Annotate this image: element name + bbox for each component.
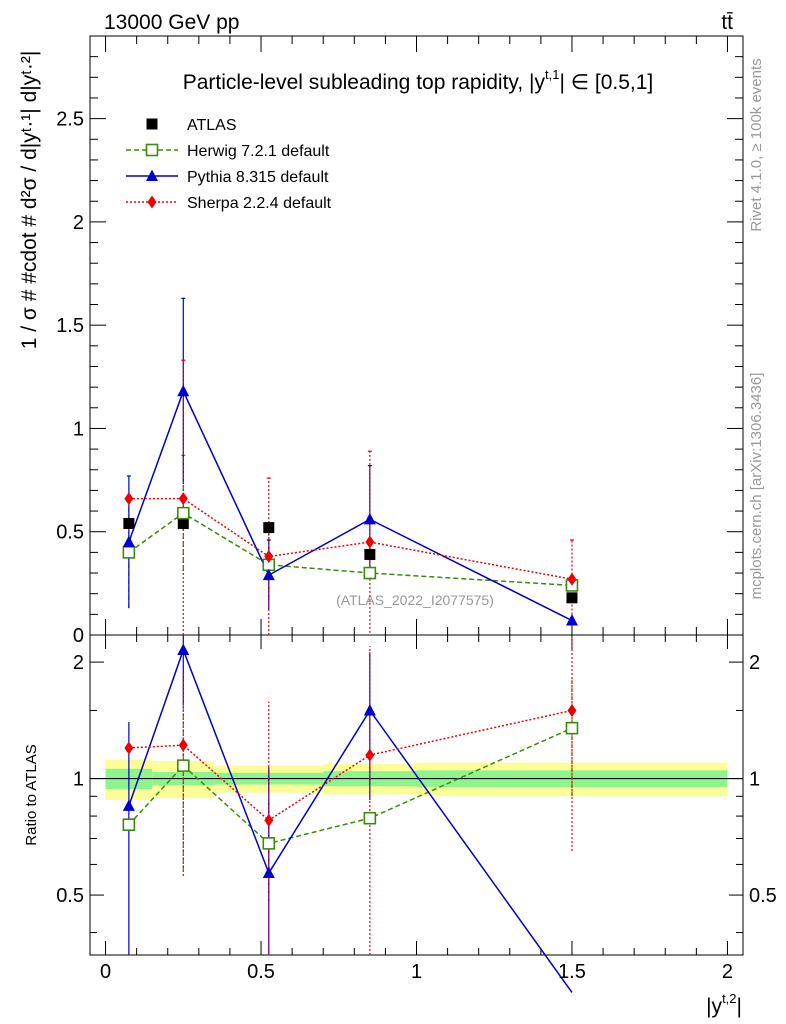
ratio-y-tick-label-right: 2 bbox=[749, 652, 760, 674]
rivet-label: Rivet 4.1.0, ≥ 100k events bbox=[748, 58, 765, 231]
atlas-data-point bbox=[364, 548, 376, 560]
y-tick-label: 0 bbox=[73, 625, 84, 647]
ratio-line-pythia bbox=[128, 647, 573, 993]
ratio-point-sherpa bbox=[178, 738, 188, 752]
legend-entry-herwig: Herwig 7.2.1 default bbox=[126, 143, 330, 160]
x-tick-label: 0.5 bbox=[247, 961, 275, 983]
y-tick-label: 1.5 bbox=[56, 315, 84, 337]
atlas-data-point bbox=[177, 517, 189, 529]
point-sherpa bbox=[365, 535, 375, 549]
main-line-herwig bbox=[128, 512, 573, 587]
ratio-point-herwig bbox=[122, 818, 136, 831]
ratio-y-tick-label: 2 bbox=[73, 652, 84, 674]
plot-title-tail: | ∈ [0.5,1] bbox=[559, 71, 653, 94]
series-sherpa bbox=[128, 359, 574, 955]
ratio-point-pythia bbox=[363, 703, 376, 716]
ratio-point-sherpa bbox=[124, 741, 134, 755]
x-tick-label: 2 bbox=[722, 961, 733, 983]
plot-title: Particle-level subleading top rapidity, … bbox=[183, 67, 654, 94]
atlas-data-point bbox=[566, 592, 578, 604]
legend-marker-atlas bbox=[146, 118, 158, 130]
point-pythia bbox=[363, 512, 376, 525]
point-sherpa bbox=[264, 550, 274, 564]
point-pythia bbox=[122, 535, 135, 548]
atlas-data-point bbox=[123, 517, 135, 529]
x-tick-label: 1.5 bbox=[558, 961, 586, 983]
legend-marker-sherpa bbox=[147, 195, 157, 209]
plot-title-main: Particle-level subleading top rapidity, … bbox=[183, 71, 546, 94]
x-tick-label: 0 bbox=[100, 961, 111, 983]
point-herwig bbox=[176, 506, 190, 520]
y-tick-label: 1 bbox=[73, 418, 84, 440]
ratio-point-pythia bbox=[122, 799, 135, 811]
ratio-y-tick-label-right: 1 bbox=[749, 769, 760, 791]
legend-marker-herwig bbox=[145, 143, 159, 157]
point-pythia bbox=[565, 614, 578, 626]
point-pythia bbox=[262, 568, 275, 581]
ratio-point-herwig bbox=[176, 759, 190, 772]
ratio-point-pythia bbox=[177, 643, 190, 655]
point-herwig bbox=[122, 546, 136, 559]
x-axis-title-main: |y bbox=[706, 995, 722, 1018]
legend: ATLAS Herwig 7.2.1 default Pythia 8.315 de… bbox=[126, 117, 332, 212]
point-sherpa bbox=[178, 492, 188, 506]
y-tick-label: 2 bbox=[73, 212, 84, 234]
main-line-sherpa bbox=[128, 497, 573, 580]
ratio-point-sherpa bbox=[567, 703, 577, 717]
ratio-point-herwig bbox=[363, 811, 377, 825]
legend-entry-pythia: Pythia 8.315 default bbox=[126, 169, 329, 186]
atlas-data-point bbox=[263, 522, 275, 534]
markers-sherpa bbox=[124, 492, 577, 827]
x-axis-title-sup: t,2 bbox=[722, 991, 736, 1006]
ratio-y-tick-label-right: 0.5 bbox=[749, 885, 777, 907]
ratio-point-pythia bbox=[262, 866, 275, 879]
ratio-y-tick-label: 0.5 bbox=[56, 885, 84, 907]
x-tick-label: 1 bbox=[411, 961, 422, 983]
main-ylabel: 1 / σ # #cdot # d²σ / d|yᵗ·¹| d|yᵗ·²| bbox=[18, 51, 41, 350]
plot-title-sup: t,1 bbox=[545, 67, 559, 82]
ratio-ylabel: Ratio to ATLAS bbox=[23, 744, 40, 845]
y-tick-label: 0.5 bbox=[56, 522, 84, 544]
ratio-y-tick-label: 1 bbox=[73, 769, 84, 791]
legend-entry-sherpa: Sherpa 2.2.4 default bbox=[126, 195, 332, 212]
legend-label-atlas: ATLAS bbox=[187, 117, 237, 134]
markers-pythia bbox=[122, 384, 578, 879]
series-atlas bbox=[123, 517, 578, 604]
ratio-point-sherpa bbox=[365, 748, 375, 762]
legend-marker-pythia bbox=[146, 169, 158, 181]
legend-entry-atlas: ATLAS bbox=[146, 117, 237, 134]
point-sherpa bbox=[124, 492, 134, 506]
axes-ticks: 0 0.5 1 1.5 2 0 0.5 1 1.5 2 2.5 0.5 0.5 1 1 2 2 bbox=[56, 36, 777, 983]
point-sherpa bbox=[567, 572, 577, 586]
analysis-watermark: (ATLAS_2022_I2077575) bbox=[336, 592, 494, 608]
mcplots-label: mcplots.cern.ch [arXiv:1306.3436] bbox=[748, 373, 765, 600]
legend-label-sherpa: Sherpa 2.2.4 default bbox=[187, 195, 332, 212]
point-pythia bbox=[177, 384, 190, 397]
ratio-point-herwig bbox=[262, 837, 276, 850]
ratio-point-sherpa bbox=[264, 813, 274, 827]
legend-label-herwig: Herwig 7.2.1 default bbox=[187, 143, 330, 160]
energy-label: 13000 GeV pp bbox=[104, 11, 239, 34]
main-line-pythia bbox=[128, 389, 573, 622]
y-tick-label: 2.5 bbox=[56, 109, 84, 131]
x-axis-title-tail: | bbox=[737, 995, 742, 1018]
x-axis-title: |yt,2| bbox=[706, 991, 742, 1018]
markers-herwig bbox=[122, 506, 579, 850]
ratio-point-herwig bbox=[565, 721, 579, 735]
point-herwig bbox=[363, 566, 377, 580]
series-pythia bbox=[126, 297, 573, 993]
series-layer bbox=[122, 297, 579, 993]
process-label: tt̄ bbox=[721, 11, 733, 34]
legend-label-pythia: Pythia 8.315 default bbox=[187, 169, 329, 186]
